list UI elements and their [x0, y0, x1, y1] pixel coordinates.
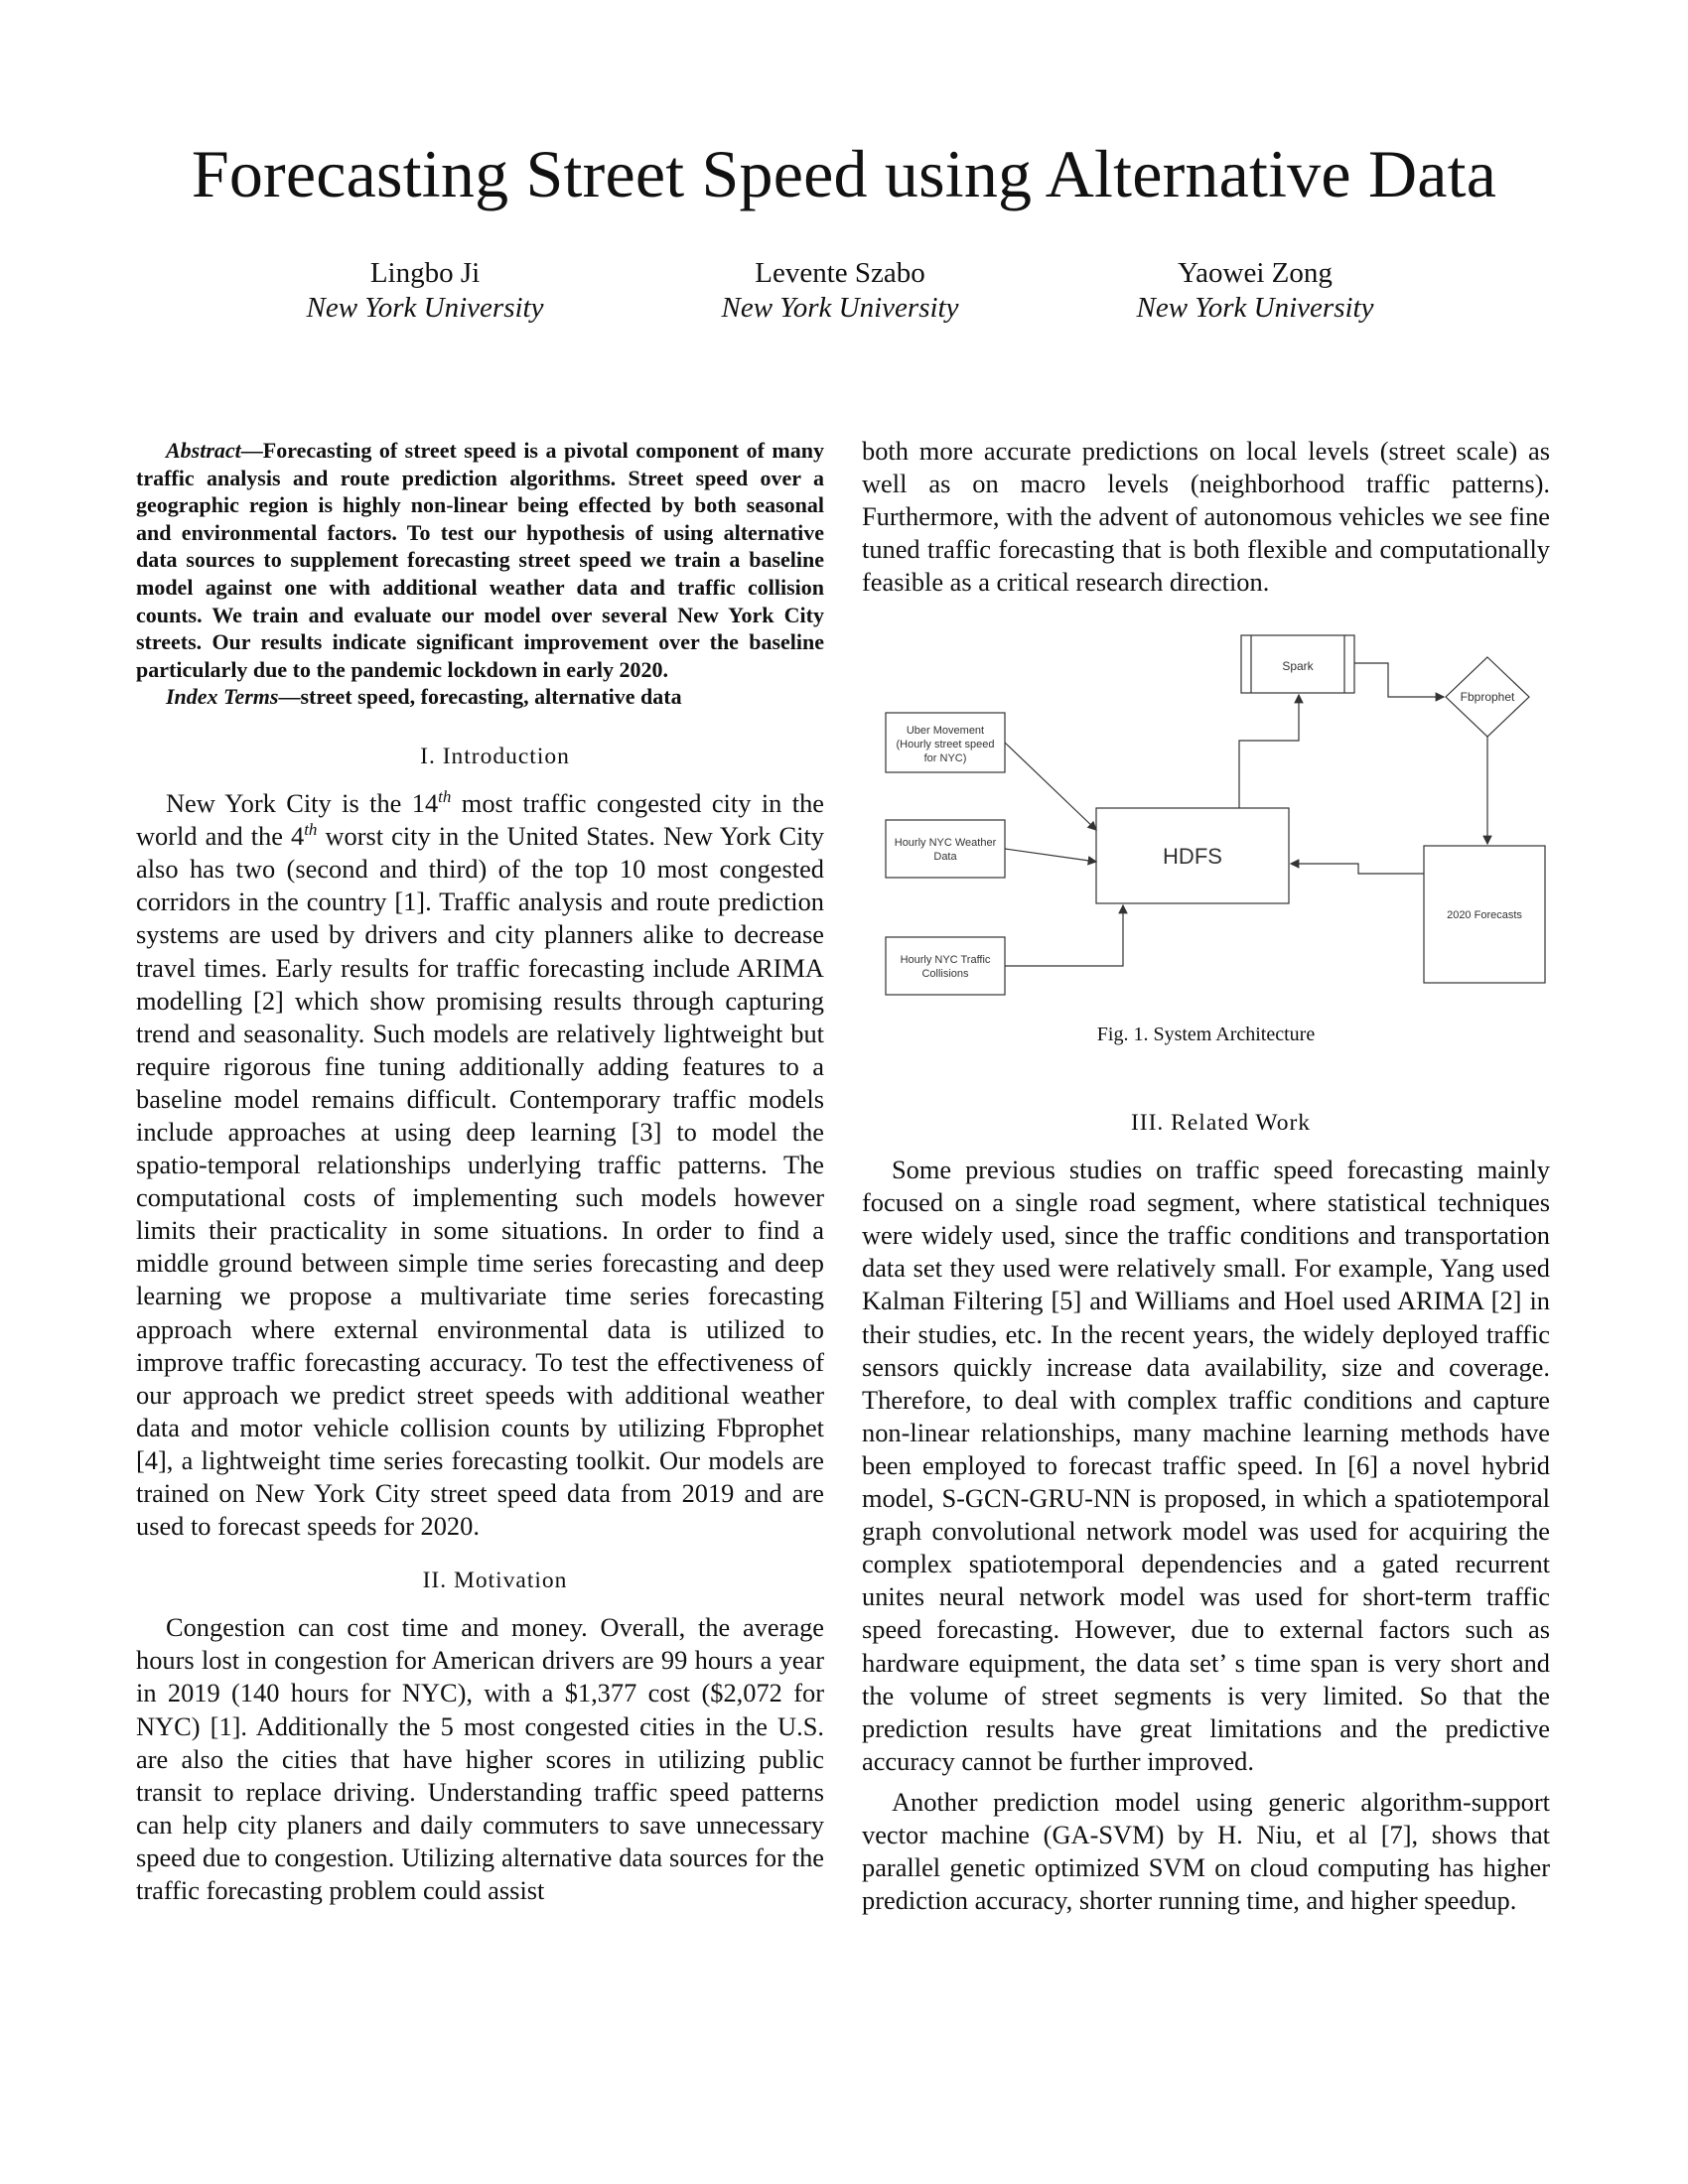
abstract: Abstract—Forecasting of street speed is … [136, 437, 824, 683]
motivation-paragraph-continued: both more accurate predictions on local … [862, 436, 1550, 598]
author-1: Lingbo Ji New York University [216, 256, 633, 326]
architecture-diagram: Spark Fbprophet Uber Movement (Hourly st… [885, 634, 1546, 996]
author-affiliation: New York University [721, 292, 959, 324]
node-label: Data [933, 851, 957, 863]
index-terms: Index Terms—street speed, forecasting, a… [136, 683, 824, 711]
system-architecture-figure: Spark Fbprophet Uber Movement (Hourly st… [862, 625, 1585, 1023]
spark-label: Spark [1282, 659, 1314, 673]
node-label: Hourly NYC Weather [895, 837, 997, 849]
related-work-paragraph: Another prediction model using generic a… [862, 1786, 1550, 1916]
intro-text: New York City is the 14 [166, 788, 439, 819]
node-label: Hourly NYC Traffic [901, 954, 991, 966]
weather-data-node: Hourly NYC Weather Data [885, 819, 1006, 879]
abstract-text: —Forecasting of street speed is a pivota… [136, 438, 824, 682]
section-heading-related-work: III. Related Work [1130, 1110, 1312, 1136]
hdfs-label: HDFS [1163, 844, 1222, 869]
arrow-hdfs-to-spark [1238, 693, 1304, 808]
fbprophet-label: Fbprophet [1461, 690, 1515, 704]
author-block: Lingbo Ji New York University Levente Sz… [0, 256, 1688, 336]
right-column-top: both more accurate predictions on local … [862, 435, 1550, 599]
node-label: (Hourly street speed [896, 739, 994, 751]
arrow-weather-to-hdfs [1004, 848, 1098, 866]
index-terms-text: —street speed, forecasting, alternative … [278, 684, 682, 710]
paper-title: Forecasting Street Speed using Alternati… [191, 136, 1497, 211]
arrow-collisions-to-hdfs [1005, 903, 1128, 967]
arrow-uber-to-hdfs [1004, 742, 1097, 831]
abstract-label: Abstract [166, 438, 241, 463]
node-label: Collisions [921, 968, 969, 980]
intro-paragraph: New York City is the 14th most traffic c… [136, 787, 824, 1543]
author-2: Levente Szabo New York University [632, 256, 1049, 326]
author-affiliation: New York University [1136, 292, 1374, 324]
fbprophet-node: Fbprophet [1445, 656, 1530, 738]
intro-text: most traffic congested city in the world… [136, 788, 824, 852]
figure-caption: Fig. 1. System Architecture [1096, 1024, 1316, 1045]
arrow-spark-to-fbprophet [1354, 662, 1446, 702]
left-column: Abstract—Forecasting of street speed is … [136, 437, 824, 1907]
superscript: th [304, 820, 318, 840]
author-name: Yaowei Zong [1178, 257, 1333, 289]
spark-node: Spark [1240, 634, 1355, 694]
hdfs-node: HDFS [1095, 807, 1290, 904]
author-name: Levente Szabo [755, 257, 925, 289]
right-column-bottom: III. Related Work Some previous studies … [862, 1107, 1550, 1917]
superscript: th [438, 787, 452, 807]
node-label: Uber Movement [907, 725, 984, 737]
uber-movement-node: Uber Movement (Hourly street speed for N… [885, 712, 1006, 773]
motivation-paragraph: Congestion can cost time and money. Over… [136, 1612, 824, 1906]
author-3: Yaowei Zong New York University [1047, 256, 1464, 326]
author-name: Lingbo Ji [369, 257, 481, 289]
intro-text: worst city in the United States. New Yor… [136, 821, 824, 1542]
section-heading-motivation: II. Motivation [422, 1568, 568, 1594]
related-work-paragraph: Some previous studies on traffic speed f… [862, 1155, 1550, 1776]
section-heading-introduction: I. Introduction [420, 743, 570, 769]
forecasts-node: 2020 Forecasts [1423, 845, 1546, 984]
arrow-forecasts-to-hdfs [1289, 859, 1424, 875]
forecasts-label: 2020 Forecasts [1447, 909, 1522, 921]
index-terms-label: Index Terms [166, 684, 279, 710]
node-label: for NYC) [924, 752, 967, 764]
author-affiliation: New York University [306, 292, 544, 324]
traffic-collisions-node: Hourly NYC Traffic Collisions [885, 936, 1006, 996]
